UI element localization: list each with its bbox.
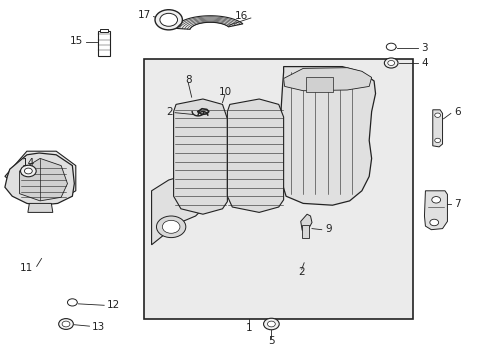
- Circle shape: [387, 60, 394, 66]
- Bar: [144, 59, 412, 319]
- Circle shape: [386, 43, 395, 50]
- Text: 13: 13: [92, 322, 105, 332]
- Polygon shape: [227, 99, 283, 212]
- Text: 7: 7: [453, 199, 460, 210]
- Text: 2: 2: [298, 267, 305, 277]
- Bar: [305, 77, 332, 92]
- Polygon shape: [432, 110, 442, 147]
- Polygon shape: [283, 68, 371, 91]
- Circle shape: [434, 138, 440, 143]
- Circle shape: [160, 13, 177, 26]
- Circle shape: [267, 321, 275, 327]
- Circle shape: [384, 58, 397, 68]
- Text: 11: 11: [20, 263, 33, 273]
- Circle shape: [24, 168, 32, 174]
- Circle shape: [162, 220, 180, 233]
- Text: 17: 17: [137, 10, 150, 20]
- Circle shape: [434, 113, 440, 117]
- Text: 1: 1: [245, 323, 252, 333]
- Text: 14: 14: [21, 158, 35, 168]
- Circle shape: [155, 10, 182, 30]
- Polygon shape: [5, 151, 76, 202]
- Text: 16: 16: [235, 11, 248, 21]
- Circle shape: [59, 319, 73, 329]
- Bar: [302, 225, 308, 238]
- Circle shape: [20, 165, 36, 177]
- Circle shape: [431, 197, 440, 203]
- Polygon shape: [5, 153, 74, 205]
- Circle shape: [156, 216, 185, 238]
- Text: 5: 5: [267, 336, 274, 346]
- Circle shape: [62, 321, 70, 327]
- Text: 10: 10: [218, 87, 231, 97]
- Polygon shape: [424, 191, 447, 230]
- Text: 4: 4: [421, 58, 427, 68]
- Polygon shape: [151, 176, 203, 245]
- Bar: [100, 29, 108, 32]
- Polygon shape: [173, 99, 227, 214]
- Polygon shape: [300, 214, 311, 230]
- Text: 3: 3: [421, 43, 427, 53]
- Circle shape: [67, 299, 77, 306]
- Circle shape: [263, 318, 279, 330]
- Text: 15: 15: [70, 36, 83, 46]
- Text: 6: 6: [453, 107, 460, 117]
- Text: 12: 12: [106, 300, 120, 310]
- Text: 8: 8: [184, 75, 191, 85]
- Text: 9: 9: [325, 224, 331, 234]
- Polygon shape: [281, 67, 375, 205]
- Polygon shape: [28, 203, 53, 212]
- Circle shape: [429, 219, 438, 226]
- Polygon shape: [174, 16, 243, 29]
- Polygon shape: [20, 158, 67, 201]
- Bar: [98, 31, 110, 56]
- Text: 2: 2: [165, 107, 172, 117]
